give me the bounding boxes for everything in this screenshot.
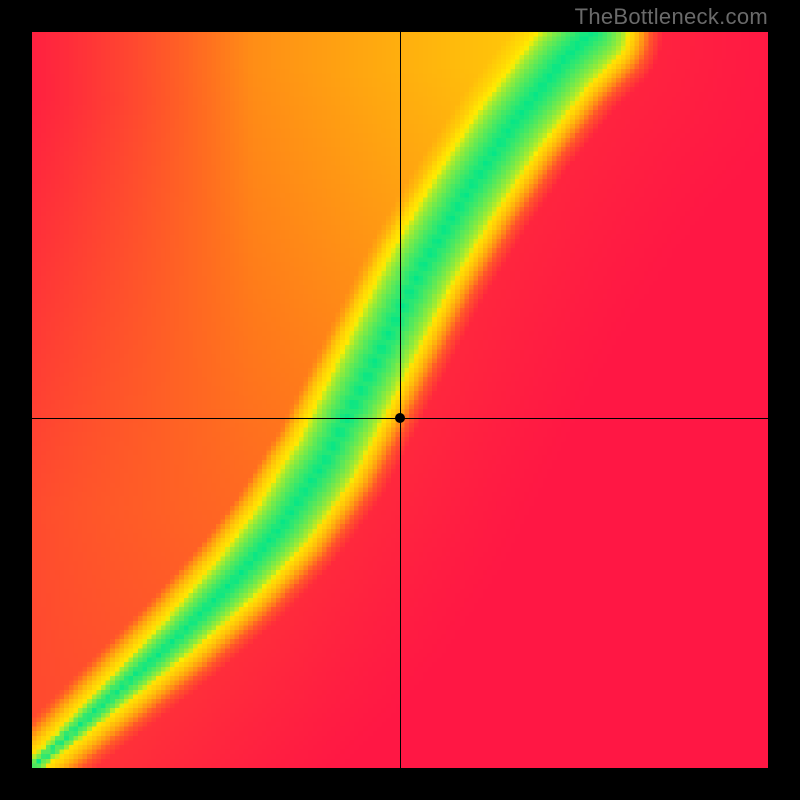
crosshair-vertical — [400, 32, 401, 768]
watermark-text: TheBottleneck.com — [575, 4, 768, 30]
